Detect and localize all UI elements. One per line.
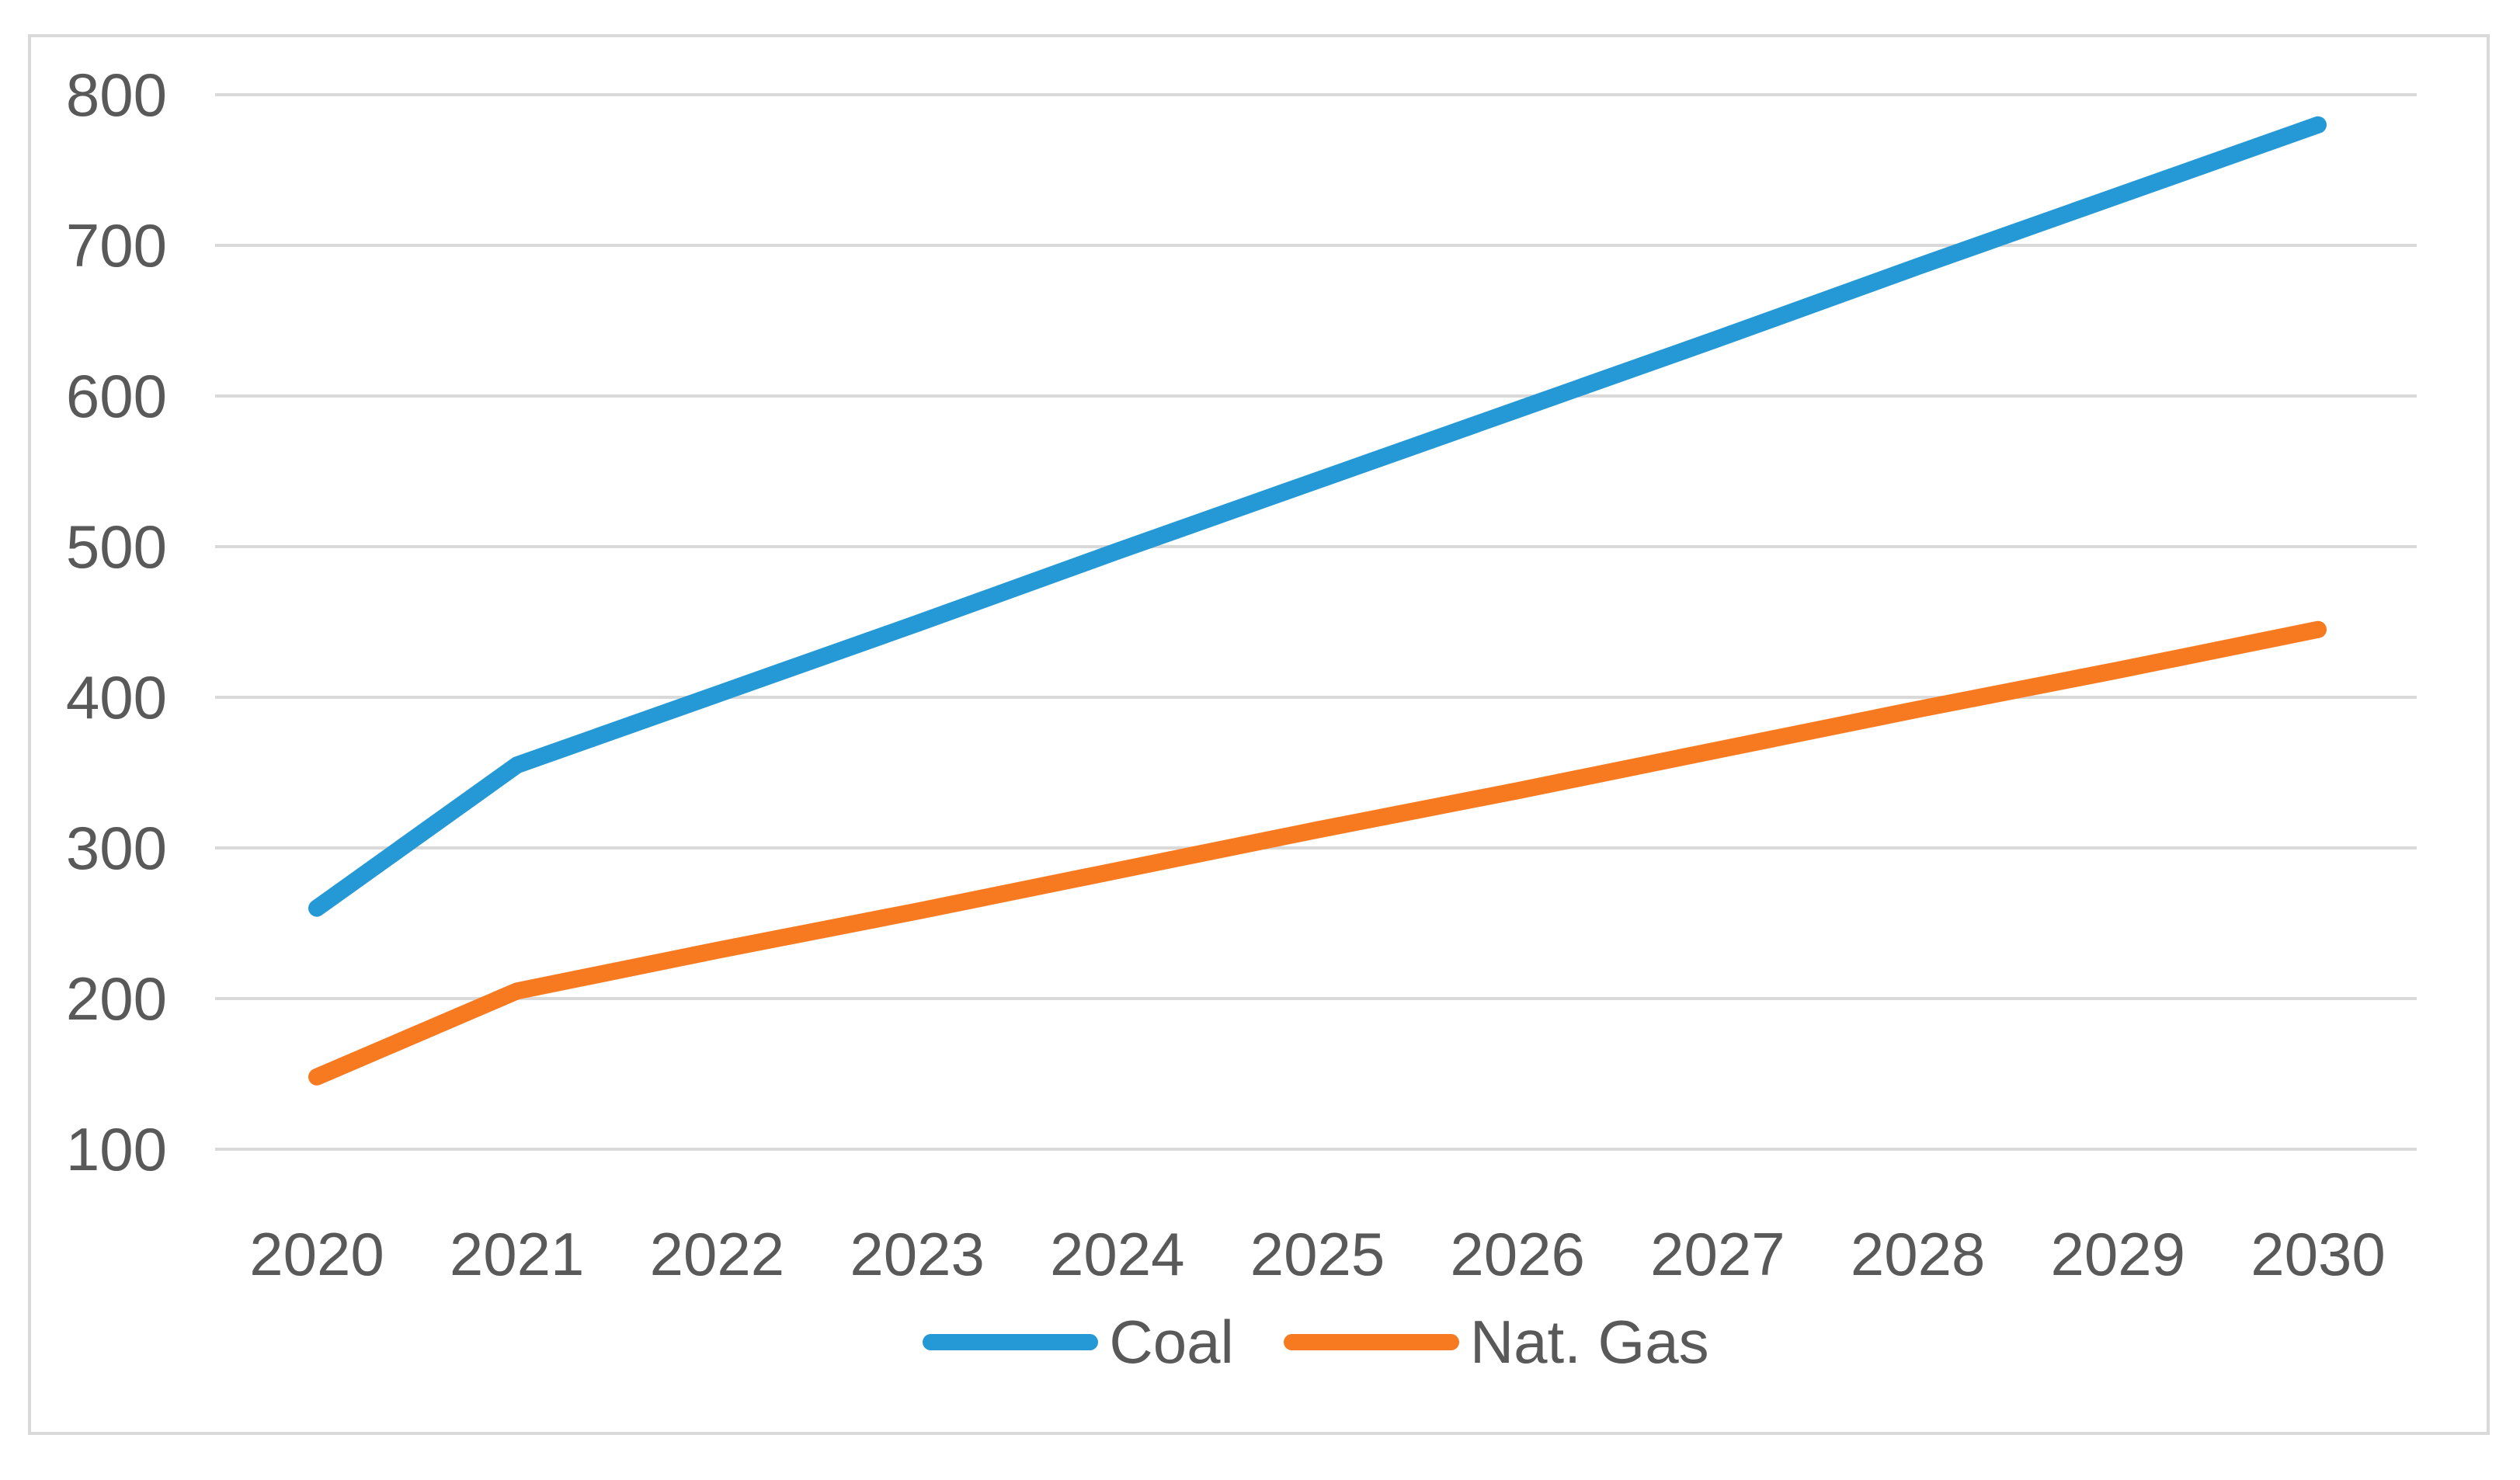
y-tick-label: 100 [66, 1115, 167, 1183]
x-tick-label: 2029 [2051, 1220, 2186, 1288]
x-tick-label: 2028 [1851, 1220, 1986, 1288]
chart-border [28, 34, 2490, 1435]
x-tick-label: 2024 [1050, 1220, 1185, 1288]
x-tick-label: 2027 [1650, 1220, 1785, 1288]
x-tick-label: 2026 [1450, 1220, 1585, 1288]
legend-item-nat-gas: Nat. Gas [1283, 1308, 1709, 1376]
legend-label-nat-gas: Nat. Gas [1469, 1308, 1709, 1376]
x-tick-label: 2023 [850, 1220, 985, 1288]
x-tick-label: 2025 [1250, 1220, 1385, 1288]
y-tick-label: 200 [66, 964, 167, 1033]
y-tick-label: 300 [66, 814, 167, 882]
legend: Coal Nat. Gas [215, 1295, 2417, 1388]
y-tick-label: 700 [66, 211, 167, 280]
y-tick-label: 400 [66, 663, 167, 731]
x-tick-label: 2030 [2251, 1220, 2386, 1288]
y-tick-label: 500 [66, 512, 167, 581]
legend-swatch-coal-icon [923, 1333, 1099, 1350]
y-tick-label: 800 [66, 61, 167, 129]
x-tick-label: 2022 [650, 1220, 785, 1288]
x-tick-label: 2021 [450, 1220, 585, 1288]
legend-item-coal: Coal [923, 1308, 1234, 1376]
series-line-nat-gas [308, 620, 2327, 1086]
legend-swatch-nat-gas-icon [1283, 1333, 1459, 1350]
y-tick-label: 600 [66, 362, 167, 430]
series-line-coal [308, 116, 2327, 917]
legend-label-coal: Coal [1109, 1308, 1234, 1376]
x-tick-label: 2020 [249, 1220, 384, 1288]
